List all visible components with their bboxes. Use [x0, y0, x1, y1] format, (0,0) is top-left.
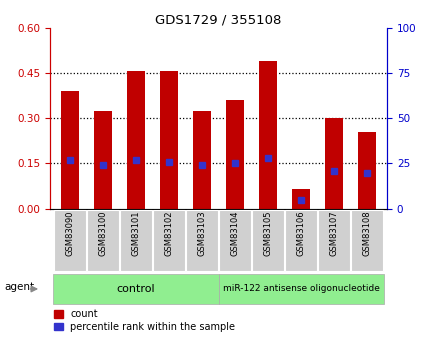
- FancyBboxPatch shape: [120, 210, 151, 271]
- FancyBboxPatch shape: [351, 210, 382, 271]
- Text: agent: agent: [4, 282, 34, 292]
- FancyBboxPatch shape: [285, 210, 316, 271]
- FancyBboxPatch shape: [219, 210, 250, 271]
- FancyBboxPatch shape: [252, 210, 283, 271]
- FancyBboxPatch shape: [54, 210, 85, 271]
- Bar: [160, 71, 178, 209]
- Text: GSM83100: GSM83100: [98, 211, 107, 256]
- FancyBboxPatch shape: [153, 210, 184, 271]
- Text: GSM83104: GSM83104: [230, 211, 239, 256]
- Legend: count, percentile rank within the sample: count, percentile rank within the sample: [50, 305, 239, 336]
- Text: GSM83103: GSM83103: [197, 211, 206, 256]
- Bar: [61, 91, 79, 209]
- FancyBboxPatch shape: [318, 210, 349, 271]
- Title: GDS1729 / 355108: GDS1729 / 355108: [155, 13, 281, 27]
- Bar: [292, 189, 309, 209]
- Bar: [193, 111, 210, 209]
- Text: GSM83102: GSM83102: [164, 211, 173, 256]
- FancyBboxPatch shape: [53, 274, 218, 304]
- FancyBboxPatch shape: [87, 210, 118, 271]
- Text: GSM83090: GSM83090: [65, 211, 74, 256]
- Text: GSM83108: GSM83108: [362, 211, 371, 256]
- Bar: [226, 100, 243, 209]
- Text: GSM83106: GSM83106: [296, 211, 305, 256]
- Bar: [259, 61, 276, 209]
- Text: GSM83105: GSM83105: [263, 211, 272, 256]
- Text: control: control: [116, 284, 155, 294]
- Bar: [127, 71, 145, 209]
- FancyBboxPatch shape: [218, 274, 383, 304]
- Text: miR-122 antisense oligonucleotide: miR-122 antisense oligonucleotide: [222, 284, 379, 294]
- FancyBboxPatch shape: [186, 210, 217, 271]
- Bar: [94, 111, 112, 209]
- Bar: [358, 132, 375, 209]
- Text: GSM83101: GSM83101: [131, 211, 140, 256]
- Bar: [325, 118, 342, 209]
- Text: GSM83107: GSM83107: [329, 211, 338, 256]
